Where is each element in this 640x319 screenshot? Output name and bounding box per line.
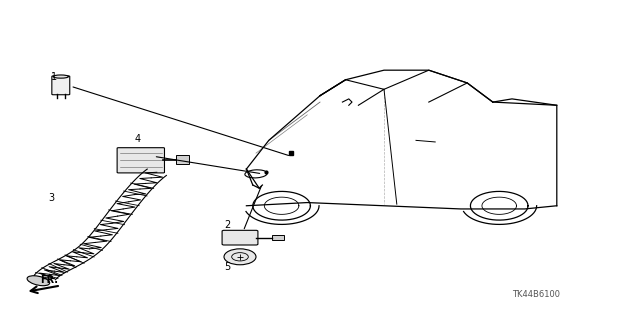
FancyBboxPatch shape bbox=[52, 76, 70, 95]
FancyBboxPatch shape bbox=[117, 148, 164, 173]
Text: 1: 1 bbox=[51, 72, 58, 82]
Text: 5: 5 bbox=[224, 262, 230, 271]
Circle shape bbox=[224, 249, 256, 265]
Bar bbox=[272, 235, 284, 240]
Text: TK44B6100: TK44B6100 bbox=[512, 290, 560, 299]
Ellipse shape bbox=[53, 75, 68, 78]
FancyBboxPatch shape bbox=[222, 230, 258, 245]
Text: 3: 3 bbox=[48, 193, 54, 203]
Text: 4: 4 bbox=[134, 134, 141, 144]
Bar bbox=[176, 155, 189, 164]
Ellipse shape bbox=[27, 276, 50, 286]
Text: FR.: FR. bbox=[40, 275, 58, 285]
Text: 2: 2 bbox=[224, 220, 230, 230]
